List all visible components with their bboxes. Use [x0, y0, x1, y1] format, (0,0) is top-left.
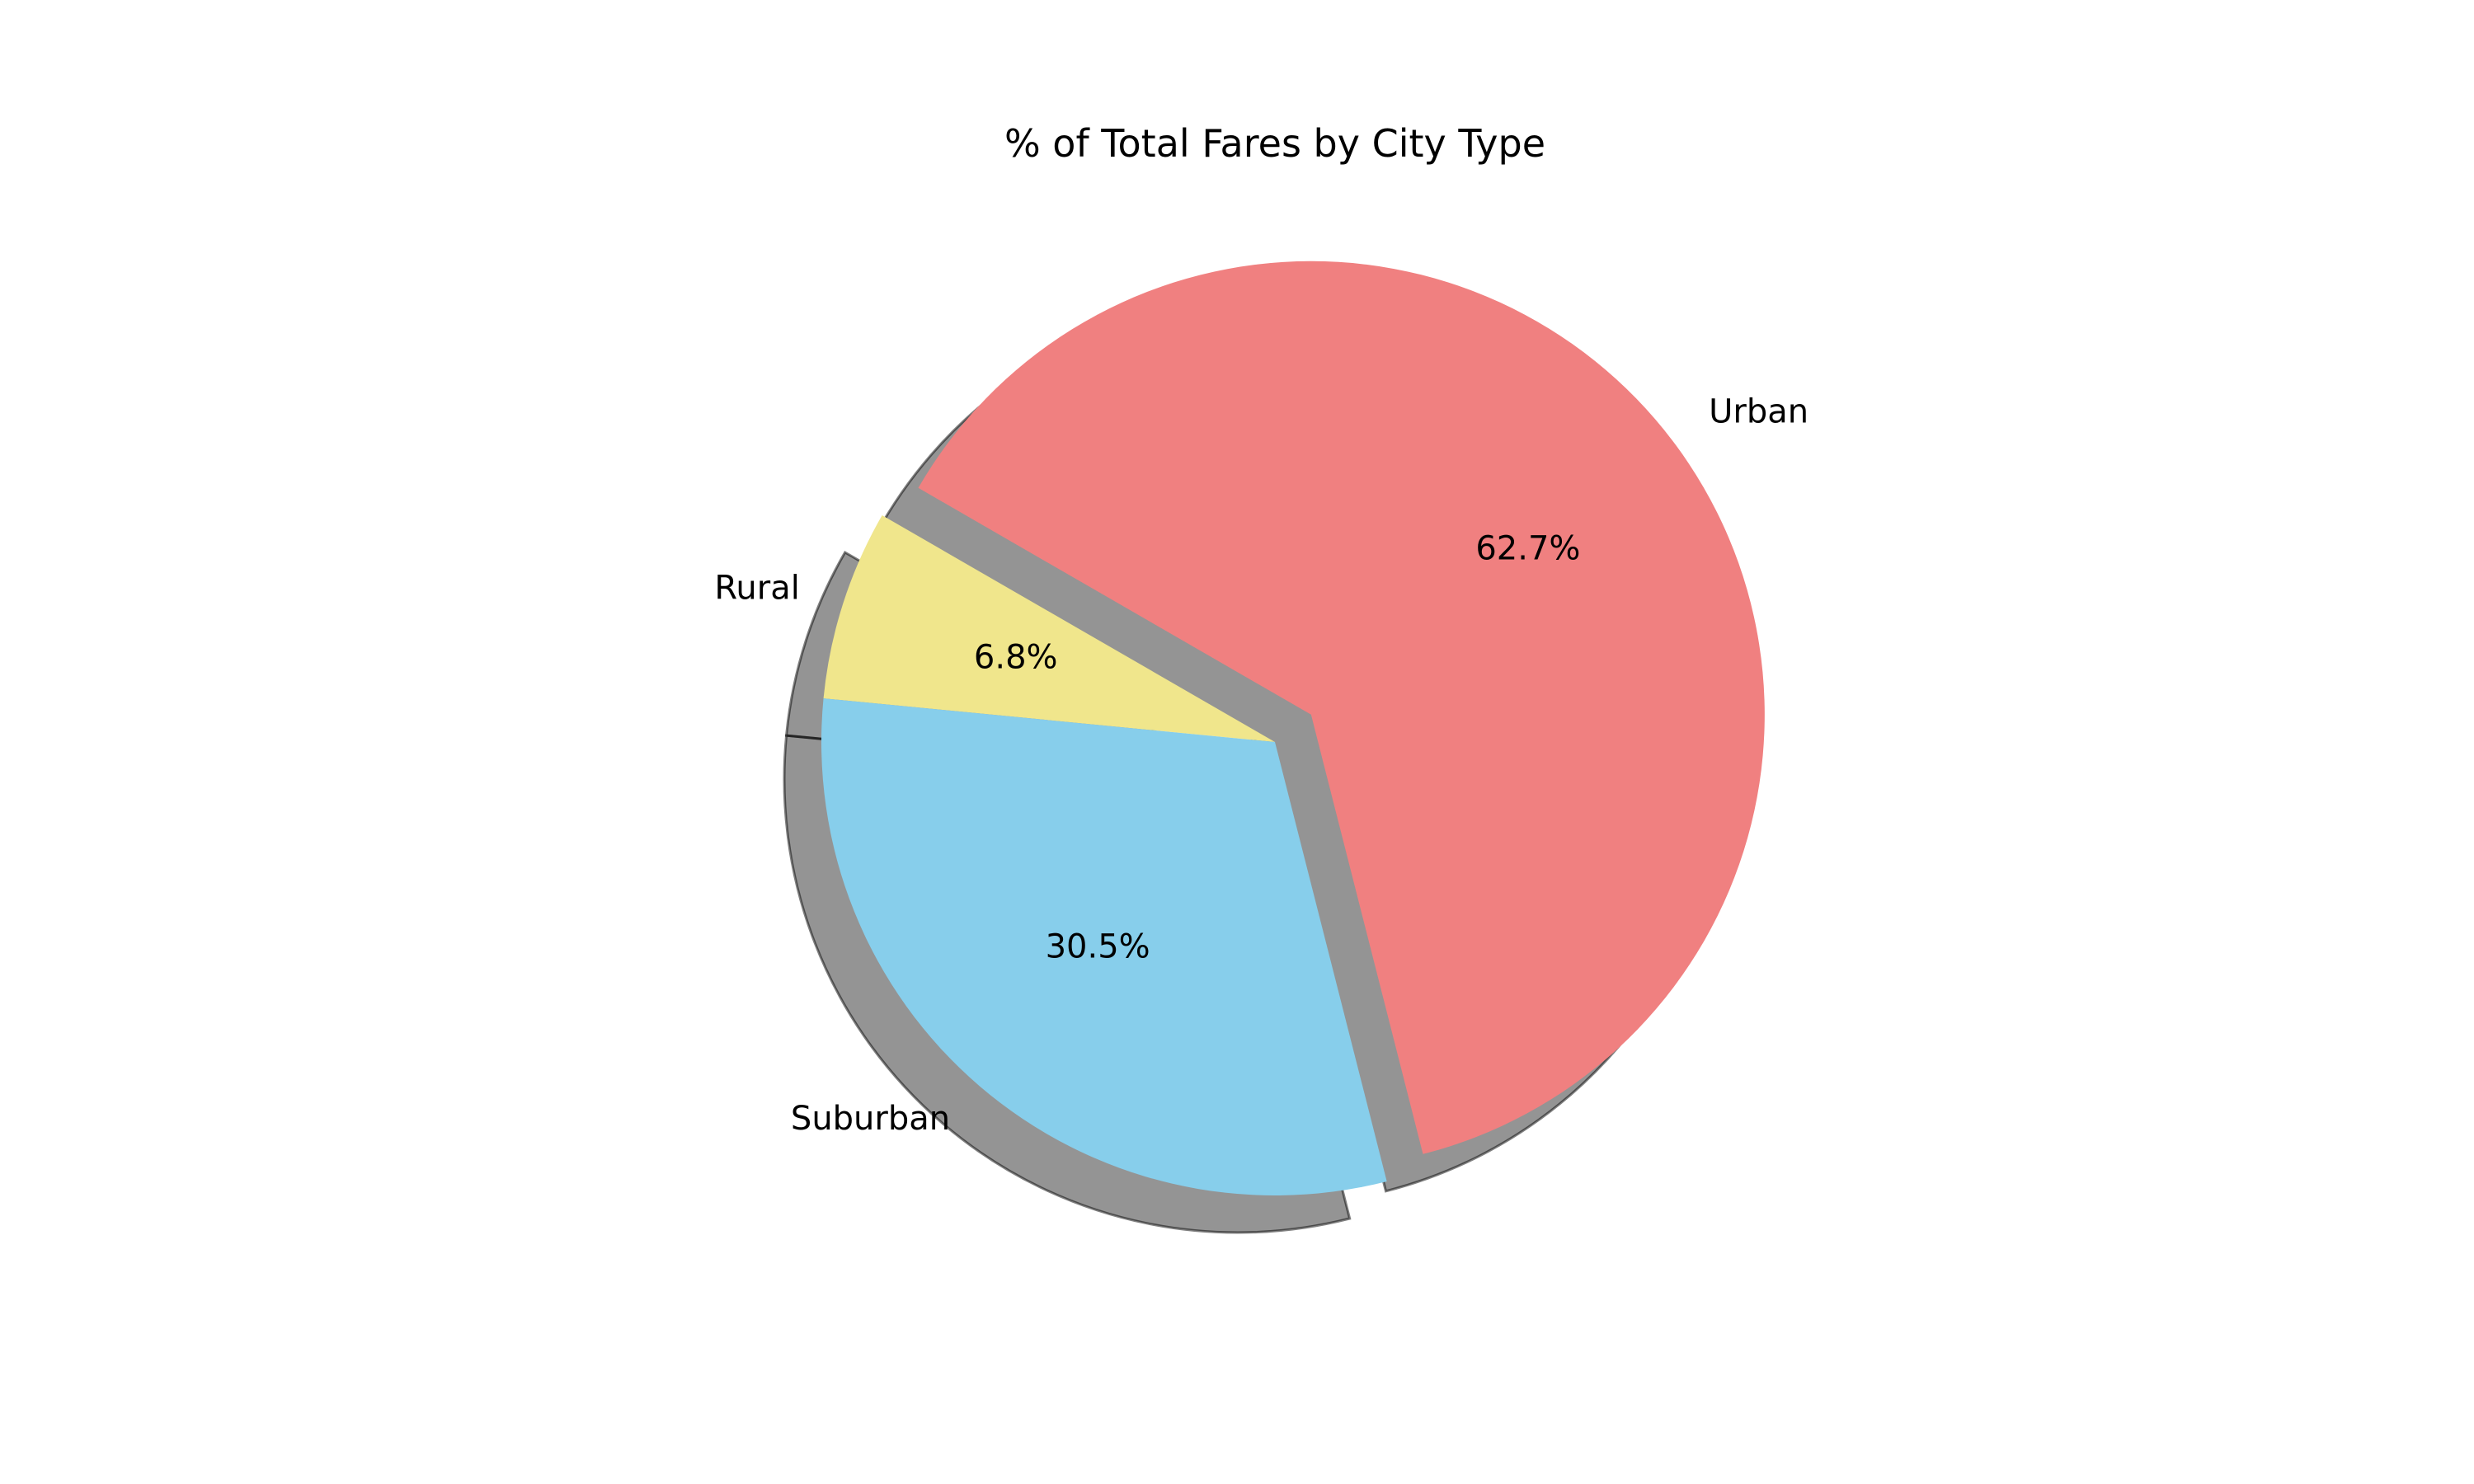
pie-slice-rural: [823, 515, 1275, 742]
pie-slice-urban: [918, 261, 1765, 1154]
slice-label-urban: Urban: [1709, 393, 1808, 431]
slice-percent-urban: 62.7%: [1475, 530, 1580, 568]
slice-label-suburban: Suburban: [791, 1100, 950, 1138]
slice-label-rural: Rural: [714, 569, 799, 607]
slice-percent-rural: 6.8%: [974, 638, 1058, 676]
slice-percent-suburban: 30.5%: [1046, 928, 1150, 965]
pie-slice-suburban: [821, 698, 1387, 1195]
slice-labels: Rural 6.8% Suburban 30.5% Urban 62.7%: [714, 393, 1808, 1139]
chart-title: % of Total Fares by City Type: [1004, 121, 1545, 166]
pie-slices: [821, 261, 1765, 1195]
